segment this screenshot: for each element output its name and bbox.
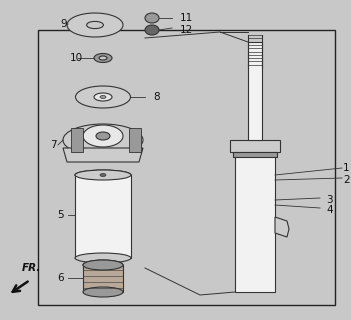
Bar (83, 265, 123, 292)
Bar (71, 128, 83, 152)
Text: 7: 7 (50, 140, 57, 150)
Ellipse shape (87, 21, 104, 28)
Text: 3: 3 (326, 195, 333, 205)
Text: 6: 6 (57, 273, 64, 283)
Text: 12: 12 (180, 25, 193, 35)
Text: 9: 9 (60, 19, 67, 29)
Ellipse shape (67, 13, 123, 37)
Ellipse shape (100, 173, 106, 177)
Text: 4: 4 (326, 205, 333, 215)
Ellipse shape (75, 86, 131, 108)
Ellipse shape (99, 56, 107, 60)
Polygon shape (275, 217, 289, 237)
Ellipse shape (145, 13, 159, 23)
Ellipse shape (75, 170, 131, 180)
Ellipse shape (94, 53, 112, 62)
Ellipse shape (83, 260, 123, 270)
Text: FR.: FR. (22, 263, 41, 273)
Bar (233, 152, 277, 157)
Polygon shape (63, 148, 143, 162)
Ellipse shape (83, 287, 123, 297)
Bar (235, 148, 275, 292)
Bar (230, 140, 280, 152)
Ellipse shape (75, 170, 131, 180)
Text: 10: 10 (70, 53, 83, 63)
Text: 1: 1 (343, 163, 350, 173)
Ellipse shape (75, 253, 131, 263)
Ellipse shape (63, 124, 143, 156)
Text: 8: 8 (153, 92, 160, 102)
Bar (248, 42, 262, 140)
Text: 5: 5 (57, 210, 64, 220)
Ellipse shape (94, 93, 112, 101)
Ellipse shape (83, 125, 123, 147)
Ellipse shape (96, 132, 110, 140)
Ellipse shape (100, 95, 106, 99)
Text: 11: 11 (180, 13, 193, 23)
Text: 2: 2 (343, 175, 350, 185)
Bar (129, 128, 141, 152)
Bar (75, 175, 131, 258)
Ellipse shape (83, 260, 123, 270)
Bar (38, 30, 335, 305)
Ellipse shape (145, 25, 159, 35)
